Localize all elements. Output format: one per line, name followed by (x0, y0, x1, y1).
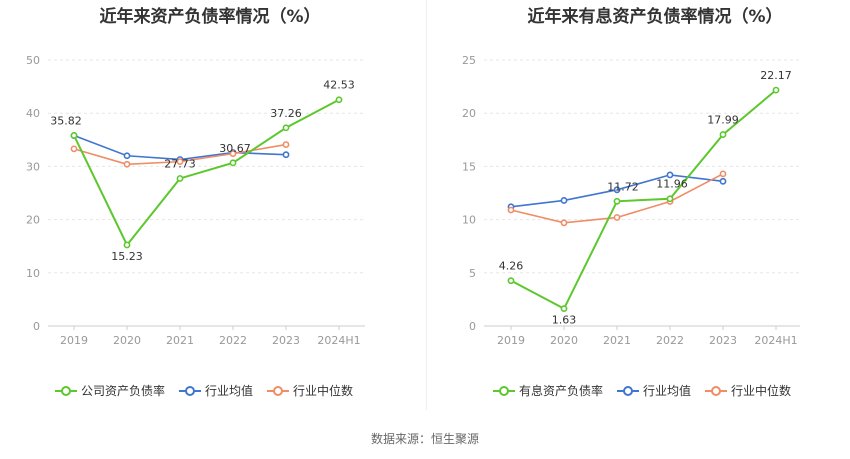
legend-item[interactable]: 行业均值 (179, 382, 253, 399)
data-point (123, 241, 131, 249)
x-tick-label: 2019 (497, 334, 525, 347)
data-point (719, 170, 727, 178)
legend-label: 有息资产负债率 (519, 384, 604, 398)
data-point (666, 195, 674, 203)
panel-divider (426, 0, 427, 410)
y-tick-label: 40 (26, 107, 40, 120)
data-point (613, 186, 621, 194)
y-tick-label: 0 (469, 320, 476, 333)
legend-swatch-icon (493, 385, 515, 397)
data-point (70, 145, 78, 153)
legend-swatch-icon (55, 385, 77, 397)
data-point (123, 152, 131, 160)
data-point (176, 175, 184, 182)
legend-item[interactable]: 行业中位数 (705, 382, 791, 399)
legend-label: 行业均值 (205, 384, 254, 398)
x-tick-label: 2022 (219, 334, 247, 347)
data-label: 17.99 (707, 114, 739, 127)
y-tick-label: 50 (26, 54, 40, 67)
data-point (560, 219, 568, 227)
y-tick-label: 20 (462, 107, 476, 120)
data-source: 数据来源：恒生聚源 (370, 432, 479, 446)
data-point (282, 151, 290, 159)
legend-label: 行业中位数 (731, 384, 792, 398)
data-label: 4.26 (499, 260, 524, 273)
data-point (613, 214, 621, 221)
legend-label: 行业中位数 (293, 384, 354, 398)
y-tick-label: 10 (462, 214, 476, 227)
legend-label: 公司资产负债率 (81, 384, 166, 398)
legend-debt-ratio: 公司资产负债率 行业均值 行业中位数 (55, 382, 353, 399)
data-point (70, 132, 78, 139)
x-tick-label: 2021 (166, 334, 194, 347)
data-point (560, 197, 568, 204)
data-label: 42.53 (323, 79, 355, 92)
data-point (335, 96, 343, 104)
data-label: 15.23 (111, 250, 143, 263)
data-label: 1.63 (552, 314, 577, 327)
data-point (719, 131, 727, 138)
data-label: 30.67 (219, 142, 251, 155)
data-point (772, 86, 780, 94)
legend-label: 行业均值 (643, 384, 692, 398)
data-point (613, 197, 621, 205)
series-line (73, 134, 287, 161)
data-label: 37.26 (270, 107, 302, 120)
legend-swatch-icon (705, 385, 728, 397)
y-tick-label: 25 (462, 54, 476, 67)
y-tick-label: 10 (26, 267, 40, 280)
legend-item[interactable]: 行业均值 (617, 382, 691, 399)
x-tick-label: 2023 (709, 334, 737, 347)
data-point (229, 159, 237, 167)
data-point (666, 171, 674, 179)
data-point (123, 160, 131, 168)
legend-interest-debt-ratio: 有息资产负债率 行业均值 行业中位数 (493, 382, 791, 399)
legend-item[interactable]: 公司资产负债率 (55, 382, 165, 399)
data-point (176, 158, 184, 166)
series-line (510, 89, 777, 311)
x-tick-label: 2019 (60, 334, 88, 347)
y-tick-label: 15 (462, 160, 476, 173)
legend-item[interactable]: 行业中位数 (267, 382, 353, 399)
y-tick-label: 5 (469, 267, 476, 280)
y-tick-label: 20 (26, 214, 40, 227)
x-tick-label: 2024H1 (754, 334, 797, 347)
x-tick-label: 2023 (272, 334, 300, 347)
x-tick-label: 2022 (656, 334, 684, 347)
data-label: 35.82 (50, 114, 82, 127)
x-tick-label: 2020 (113, 334, 141, 347)
data-point (282, 141, 290, 148)
y-tick-label: 0 (33, 320, 40, 333)
data-point (719, 177, 727, 185)
data-label: 22.17 (760, 69, 792, 82)
data-point (229, 150, 237, 158)
legend-swatch-icon (267, 385, 290, 397)
x-tick-label: 2020 (550, 334, 578, 347)
series-line (73, 98, 340, 247)
legend-swatch-icon (179, 385, 202, 397)
chart-title-interest-debt-ratio: 近年来有息资产负债率情况（%） (527, 7, 783, 27)
x-tick-label: 2024H1 (317, 334, 360, 347)
data-point (560, 305, 568, 313)
legend-swatch-icon (617, 385, 640, 397)
data-point (507, 277, 515, 285)
data-label: 11.96 (656, 178, 688, 191)
data-label: 11.72 (607, 180, 639, 193)
data-point (282, 124, 290, 132)
data-point (507, 206, 515, 214)
y-tick-label: 30 (26, 160, 40, 173)
x-tick-label: 2021 (603, 334, 631, 347)
legend-item[interactable]: 有息资产负债率 (493, 382, 603, 399)
chart-title-debt-ratio: 近年来资产负债率情况（%） (99, 7, 321, 27)
data-label: 27.73 (164, 157, 196, 170)
